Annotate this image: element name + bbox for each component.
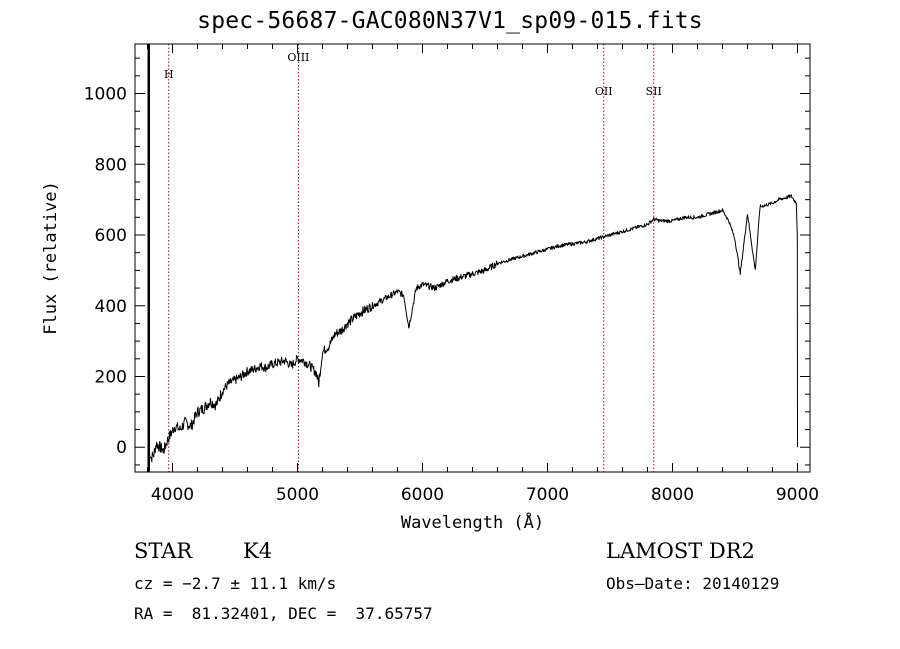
emission-line-label: OII [595, 85, 613, 98]
y-tick-label: 200 [95, 367, 127, 387]
y-axis-label: Flux (relative) [41, 181, 61, 335]
x-axis-label: Wavelength (Å) [401, 511, 544, 533]
chart-title: spec-56687-GAC080N37V1_sp09-015.fits [197, 8, 703, 34]
object-subclass: K4 [243, 539, 273, 563]
plot-frame [134, 43, 811, 473]
x-tick-label: 4000 [151, 485, 194, 505]
coordinates: RA = 81.32401, DEC = 37.65757 [134, 604, 433, 623]
y-tick-label: 1000 [84, 85, 127, 105]
spectrum-line [148, 194, 798, 463]
survey-name: LAMOST DR2 [606, 539, 755, 563]
emission-line-label: OIII [287, 51, 309, 64]
redshift-cz: cz = −2.7 ± 11.1 km/s [134, 574, 337, 593]
x-tick-label: 7000 [526, 485, 569, 505]
object-class: STAR [134, 539, 193, 563]
x-tick-label: 9000 [776, 485, 819, 505]
emission-line-label: H [164, 68, 174, 81]
x-tick-label: 6000 [401, 485, 444, 505]
observation-date: Obs–Date: 20140129 [606, 574, 780, 593]
emission-line-label: SII [646, 85, 662, 98]
y-tick-label: 400 [95, 297, 127, 317]
y-tick-label: 0 [116, 438, 127, 458]
x-tick-label: 5000 [276, 485, 319, 505]
y-tick-label: 800 [95, 155, 127, 175]
x-tick-label: 8000 [651, 485, 694, 505]
y-tick-label: 600 [95, 226, 127, 246]
